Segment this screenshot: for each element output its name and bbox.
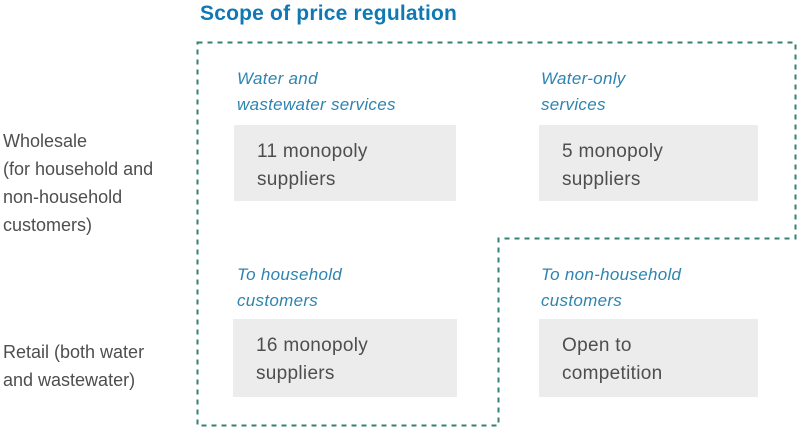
cell-label-retail-non-household: To non-household customers	[541, 265, 682, 310]
cell-label-wholesale-water-only: Water-only services	[541, 69, 626, 114]
cell-box-wholesale-water-and-wastewater: 11 monopoly suppliers	[234, 125, 456, 201]
figure-title: Scope of price regulation	[200, 2, 458, 25]
row-label-retail: Retail (both water and wastewater)	[3, 342, 145, 390]
cell-label-retail-household: To household customers	[237, 265, 343, 310]
cell-box-retail-non-household: Open to competition	[539, 319, 758, 397]
row-label-wholesale: Wholesale (for household and non-househo…	[3, 131, 154, 235]
cell-box-wholesale-water-only: 5 monopoly suppliers	[539, 125, 758, 201]
cell-label-wholesale-water-and-wastewater: Water and wastewater services	[237, 69, 396, 114]
cell-value-wholesale-water-and-wastewater: 11 monopoly suppliers	[257, 141, 368, 190]
cell-value-retail-non-household: Open to competition	[562, 335, 663, 384]
cell-value-retail-household: 16 monopoly suppliers	[256, 335, 369, 384]
cell-box-retail-household: 16 monopoly suppliers	[233, 319, 457, 397]
cell-value-wholesale-water-only: 5 monopoly suppliers	[562, 141, 664, 190]
